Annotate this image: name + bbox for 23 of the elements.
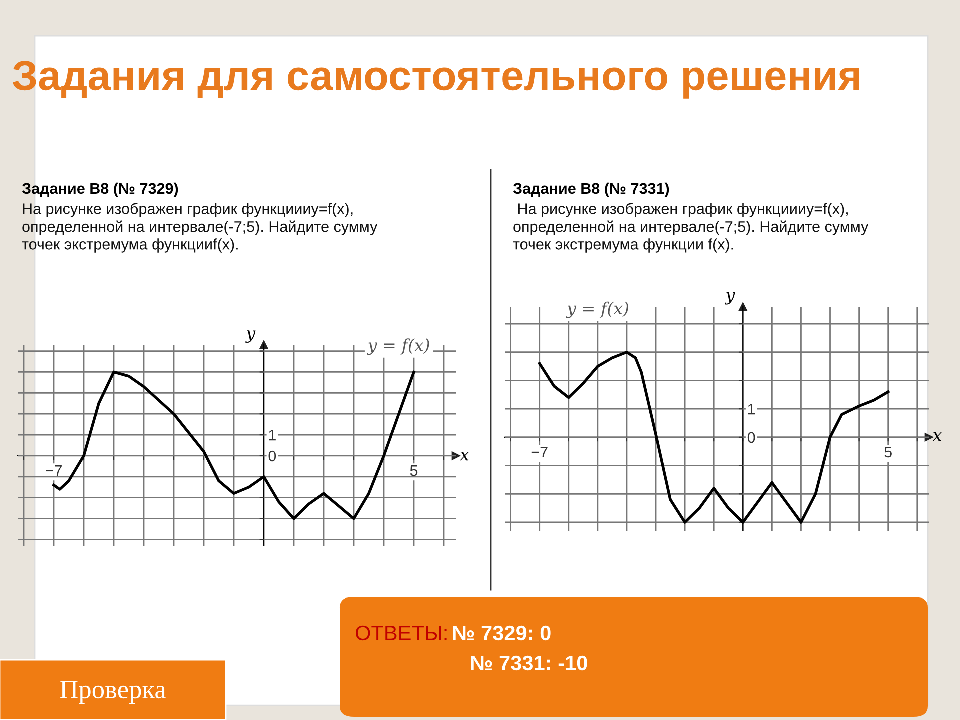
y-tick-label: 0 xyxy=(268,450,276,462)
text: № 7329: 0 xyxy=(453,626,551,641)
chart-subtitle: На рисунке изображен график функциииy=f(x), определенной на интервале(-7;5). Найдите сумму точек экстремума функцииf(x). xyxy=(22,203,378,253)
x-tick-label: 5 xyxy=(410,466,418,476)
x-axis-title: x xyxy=(932,432,942,442)
text: Задания для самостоятельного решения xyxy=(12,61,860,99)
series-label: y = f(x) xyxy=(367,338,430,356)
x-tick-label: −7 xyxy=(46,466,62,476)
text: № 7331: -10 xyxy=(471,656,588,671)
x-axis-title: x xyxy=(460,452,470,461)
text: y = f(x) xyxy=(566,302,629,318)
chart-title: Задание В8 (№ 7329) xyxy=(22,182,178,198)
x-tick-label: 5 xyxy=(884,447,892,458)
chart-subtitle: На рисунке изображен график функциииy=f(x), определенной на интервале(-7;5). Найдите сумму точек экстремума функции f(x). xyxy=(513,203,869,253)
text: Проверка xyxy=(60,681,166,704)
text: ОТВЕТЫ: xyxy=(356,626,447,641)
y-axis-title: y xyxy=(725,292,736,305)
y-axis-title: y xyxy=(246,330,256,343)
y-tick-label: 1 xyxy=(748,404,756,415)
y-tick-label: 1 xyxy=(269,430,276,441)
x-tick-label: −7 xyxy=(532,447,548,458)
chart-title: Задание В8 (№ 7331) xyxy=(513,182,670,198)
y-tick-label: 0 xyxy=(748,432,756,444)
